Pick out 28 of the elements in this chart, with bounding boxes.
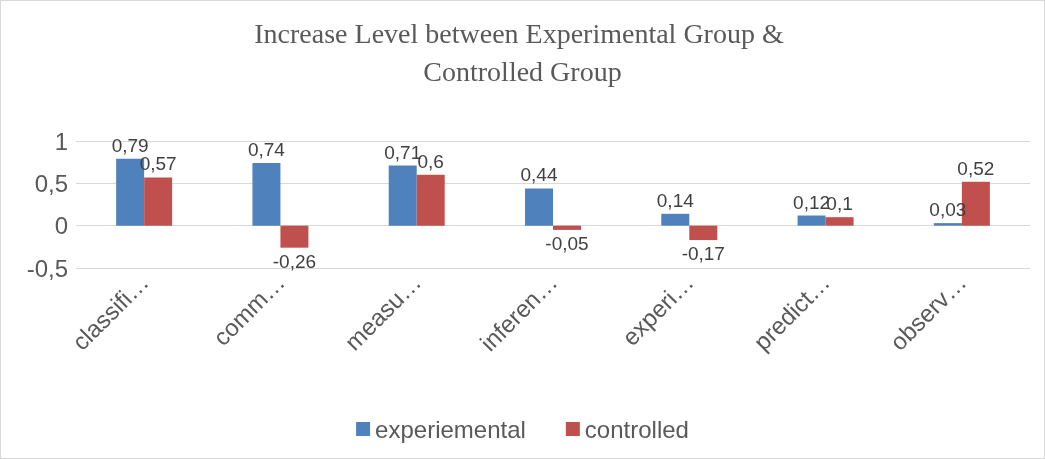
bar <box>388 165 417 226</box>
data-label: 0,79 <box>111 134 149 156</box>
data-label: 0,14 <box>656 189 695 211</box>
y-tick-label: 1 <box>54 127 68 155</box>
data-label: 0,74 <box>247 139 286 161</box>
data-label: -0,05 <box>545 232 589 254</box>
y-tick-label: 0,5 <box>34 169 68 197</box>
y-tick-label: 0 <box>54 212 68 240</box>
bar <box>933 223 962 226</box>
legend-label: experiemental <box>375 415 526 443</box>
bar <box>252 163 281 226</box>
bar <box>689 225 718 241</box>
bar <box>416 174 445 226</box>
data-label: -0,17 <box>681 243 725 265</box>
legend-label: controlled <box>584 415 689 443</box>
bar <box>661 213 690 226</box>
bar <box>553 225 581 230</box>
bar <box>280 225 309 248</box>
y-tick-label: -0,5 <box>26 254 68 282</box>
bar <box>825 217 854 226</box>
data-label: -0,26 <box>272 250 317 272</box>
data-label: 0,52 <box>957 157 995 179</box>
chart-title: Increase Level between Experimental Group & Controlled Group <box>254 17 791 87</box>
bar <box>797 215 826 226</box>
data-label: 0,1 <box>826 193 853 215</box>
data-label: 0,44 <box>520 164 558 186</box>
bar <box>525 188 553 226</box>
bar <box>144 177 173 226</box>
